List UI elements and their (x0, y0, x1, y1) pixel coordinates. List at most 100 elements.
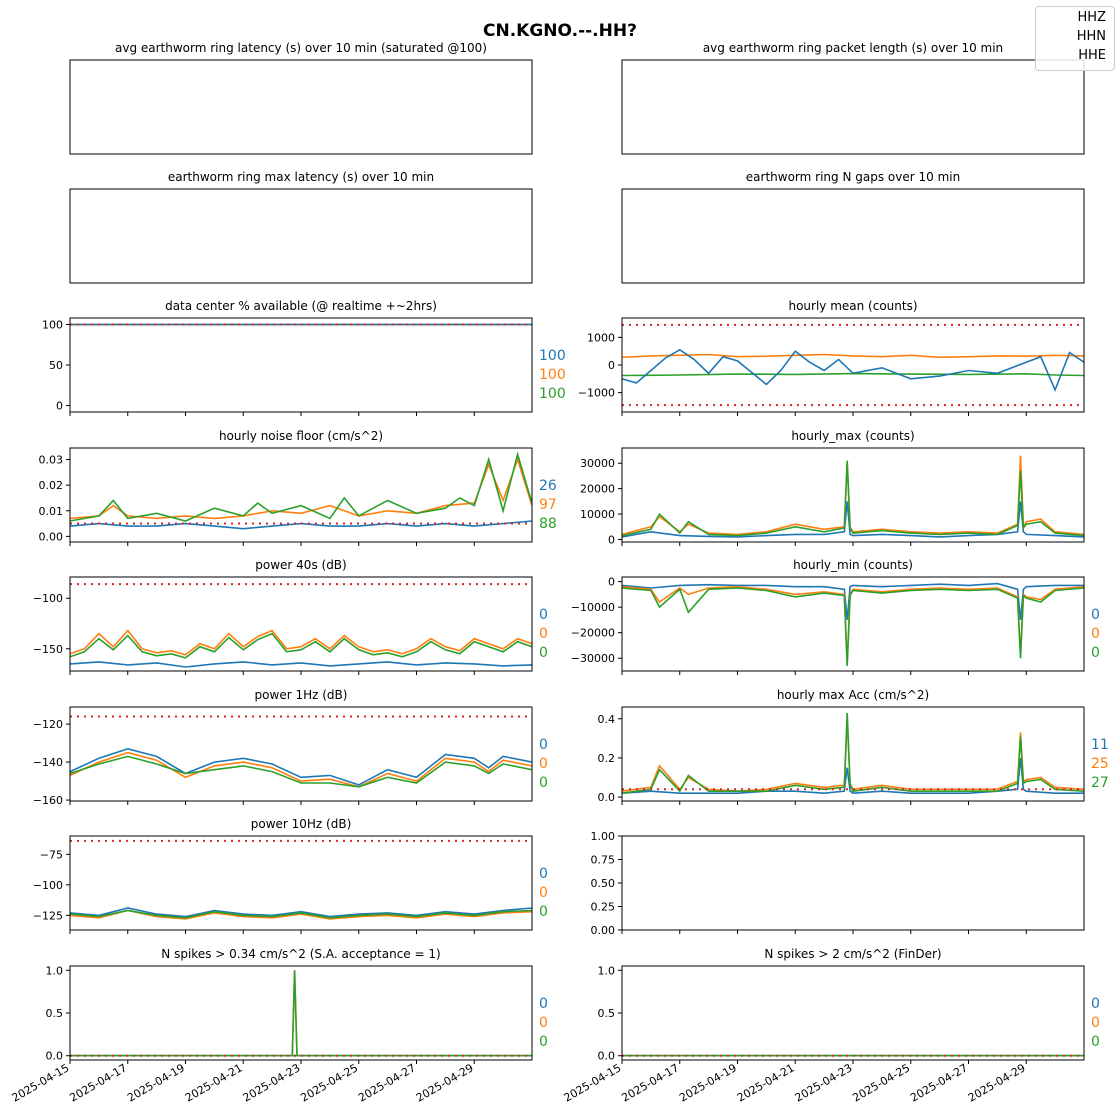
x-tick-label: 2025-04-17 (67, 1061, 129, 1104)
axes-frame (621, 835, 1085, 931)
axes-frame (621, 188, 1085, 284)
stat-hhn: 0 (539, 626, 548, 642)
panel-p8: hourly_max (counts) 0 10000 20000 30000 (580, 429, 1085, 546)
panel-p16: N spikes > 2 cm/s^2 (FinDer) 0.0 0.5 1.0 202… (562, 947, 1100, 1105)
panel-title: N spikes > 2 cm/s^2 (FinDer) (764, 947, 941, 961)
x-tick-label: 2025-04-15 (562, 1061, 624, 1104)
y-tick-label: 0 (608, 533, 615, 546)
plot-area (70, 839, 532, 920)
panel-p2: avg earthworm ring packet length (s) ove… (621, 41, 1085, 155)
panel-p13: power 10Hz (dB) −125 −100 −75 0 0 0 (33, 817, 548, 934)
stat-hhn: 100 (539, 367, 566, 383)
axes-frame (621, 317, 1085, 413)
y-tick-label: 0.03 (39, 454, 64, 467)
axes-frame (69, 706, 533, 802)
y-tick-label: −150 (33, 643, 63, 656)
stat-hhe: 0 (539, 904, 548, 920)
y-tick-label: −20000 (571, 627, 615, 640)
y-tick-label: 0.0 (46, 1050, 64, 1063)
panel-title: hourly noise floor (cm/s^2) (219, 429, 383, 443)
series-line-hhz (70, 661, 532, 668)
panel-title: avg earthworm ring packet length (s) ove… (703, 41, 1003, 55)
y-tick-label: 0.02 (39, 479, 64, 492)
plot-area (70, 715, 532, 788)
stat-hhz: 0 (539, 996, 548, 1012)
stat-hhe: 0 (539, 645, 548, 661)
panel-title: power 10Hz (dB) (251, 817, 352, 831)
stat-hhn: 97 (539, 497, 557, 513)
axes-frame (69, 576, 533, 672)
plot-area (622, 712, 1084, 795)
panel-p11: power 1Hz (dB) −160 −140 −120 0 0 0 (33, 688, 548, 807)
panel-title: hourly mean (counts) (788, 299, 917, 313)
x-tick-label: 2025-04-17 (619, 1061, 681, 1104)
plot-area (70, 451, 532, 530)
stat-hhz: 0 (539, 737, 548, 753)
legend-item-hhn: HHN (1076, 29, 1106, 44)
x-tick-label: 2025-04-23 (241, 1061, 303, 1104)
legend-item-hhz: HHZ (1077, 10, 1106, 25)
series-line-hhe (70, 909, 532, 919)
plot-area (622, 323, 1084, 407)
stat-hhe: 88 (539, 516, 557, 532)
stat-hhz: 11 (1091, 737, 1109, 753)
x-tick-label: 2025-04-25 (298, 1061, 360, 1104)
y-tick-label: 0.75 (591, 854, 616, 867)
y-tick-label: 0.01 (39, 505, 64, 518)
x-tick-label: 2025-04-27 (908, 1061, 970, 1104)
y-tick-label: −1000 (578, 387, 615, 400)
y-tick-label: 30000 (580, 457, 615, 470)
x-tick-label: 2025-04-27 (356, 1061, 418, 1104)
panel-p6: hourly mean (counts) −1000 0 1000 (578, 299, 1085, 416)
y-tick-label: 10000 (580, 508, 615, 521)
series-line-hhz (622, 348, 1084, 393)
series-line-hhz (622, 501, 1084, 538)
x-tick-label: 2025-04-21 (183, 1061, 245, 1104)
stat-hhe: 0 (539, 1034, 548, 1050)
y-tick-label: 0.50 (591, 877, 616, 890)
series-line-hhe (70, 970, 532, 1057)
panel-p7: hourly noise floor (cm/s^2) 0.00 0.01 0.02 0… (39, 429, 557, 546)
y-tick-label: 0.25 (591, 901, 616, 914)
y-tick-label: −10000 (571, 601, 615, 614)
x-tick-label: 2025-04-25 (850, 1061, 912, 1104)
panel-p3: earthworm ring max latency (s) over 10 m… (69, 170, 533, 284)
axes-frame (621, 576, 1085, 672)
panel-title: avg earthworm ring latency (s) over 10 m… (115, 41, 487, 55)
series-line-hhn (622, 353, 1084, 359)
y-tick-label: 1.0 (46, 964, 64, 977)
y-tick-label: 0.2 (598, 752, 616, 765)
legend: HHZ HHN HHE (1035, 6, 1115, 71)
y-tick-label: 1.00 (591, 830, 616, 843)
y-tick-label: 20000 (580, 483, 615, 496)
stat-hhn: 25 (1091, 756, 1109, 772)
axes-frame (621, 706, 1085, 802)
y-tick-label: 1000 (587, 331, 615, 344)
series-line-hhz (70, 747, 532, 786)
stat-hhn: 0 (1091, 1015, 1100, 1031)
y-tick-label: 0.4 (598, 713, 616, 726)
series-line-hhn (622, 585, 1084, 664)
panel-title: hourly max Acc (cm/s^2) (777, 688, 929, 702)
stat-hhe: 27 (1091, 775, 1109, 791)
panel-title: hourly_max (counts) (791, 429, 914, 443)
series-line-hhz (622, 582, 1084, 620)
x-tick-label: 2025-04-15 (10, 1061, 72, 1104)
y-tick-label: 100 (42, 318, 63, 331)
series-line-hhe (70, 755, 532, 788)
series-line-hhz (70, 520, 532, 530)
y-tick-label: −140 (33, 756, 63, 769)
y-tick-label: 0.00 (591, 924, 616, 937)
y-tick-label: 0 (608, 359, 615, 372)
axes-frame (69, 59, 533, 155)
stat-hhz: 100 (539, 348, 566, 364)
series-line-hhe (70, 451, 532, 522)
y-tick-label: 0.0 (598, 1050, 616, 1063)
axes-frame (69, 965, 533, 1061)
y-tick-label: 0 (608, 576, 615, 589)
axes-frame (621, 59, 1085, 155)
panel-title: N spikes > 0.34 cm/s^2 (S.A. acceptance … (161, 947, 440, 961)
stat-hhn: 0 (539, 756, 548, 772)
y-tick-label: −100 (33, 592, 63, 605)
plot-area (70, 970, 532, 1057)
